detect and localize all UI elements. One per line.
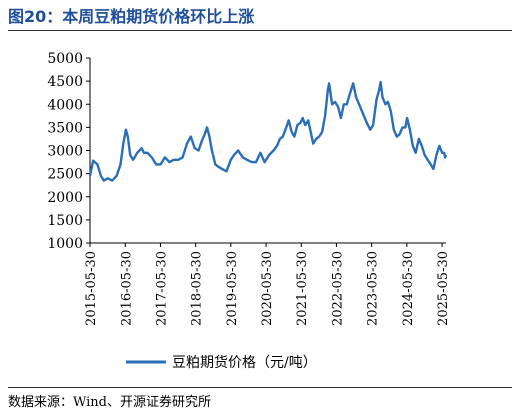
x-tick-label: 2025-05-30: [436, 251, 451, 326]
y-tick-label: 1000: [47, 236, 83, 252]
y-tick-label: 3500: [47, 120, 83, 136]
x-tick-label: 2023-05-30: [366, 251, 381, 326]
y-tick-label: 4000: [47, 97, 83, 113]
x-axis: 2015-05-30 2016-05-30 2017-05-30 2018-05-30…: [84, 242, 451, 326]
x-tick-label: 2017-05-30: [154, 251, 169, 326]
series-line-0: [88, 80, 448, 182]
x-tick-label: 2016-05-30: [119, 251, 134, 326]
x-tick-label: 2021-05-30: [295, 251, 310, 326]
price-chart: 1000 1500 2000 2500 3000 3500 4000 4500 5000 201…: [47, 51, 451, 371]
x-tick-label: 2019-05-30: [225, 251, 240, 326]
legend-label: 豆粕期货价格（元/吨）: [172, 354, 317, 371]
x-tick-label: 2018-05-30: [190, 251, 205, 326]
top-rule: [8, 30, 512, 31]
x-tick-label: 2024-05-30: [401, 251, 416, 326]
y-tick-label: 5000: [47, 51, 83, 67]
y-axis: 1000 1500 2000 2500 3000 3500 4000 4500 5000: [47, 51, 91, 252]
y-tick-label: 2500: [47, 167, 83, 183]
x-tick-label: 2015-05-30: [84, 251, 99, 326]
y-tick-label: 1500: [47, 213, 83, 229]
legend: 豆粕期货价格（元/吨）: [126, 354, 317, 371]
y-tick-label: 2000: [47, 190, 83, 206]
x-tick-label: 2022-05-30: [330, 251, 345, 326]
bottom-rule: [8, 387, 512, 388]
y-tick-label: 3000: [47, 144, 83, 160]
figure-title: 图20：本周豆粕期货价格环比上涨: [8, 7, 255, 26]
x-tick-label: 2020-05-30: [260, 251, 275, 326]
series-group: [88, 80, 448, 182]
y-tick-label: 4500: [47, 74, 83, 90]
source-note: 数据来源：Wind、开源证券研究所: [8, 395, 211, 410]
